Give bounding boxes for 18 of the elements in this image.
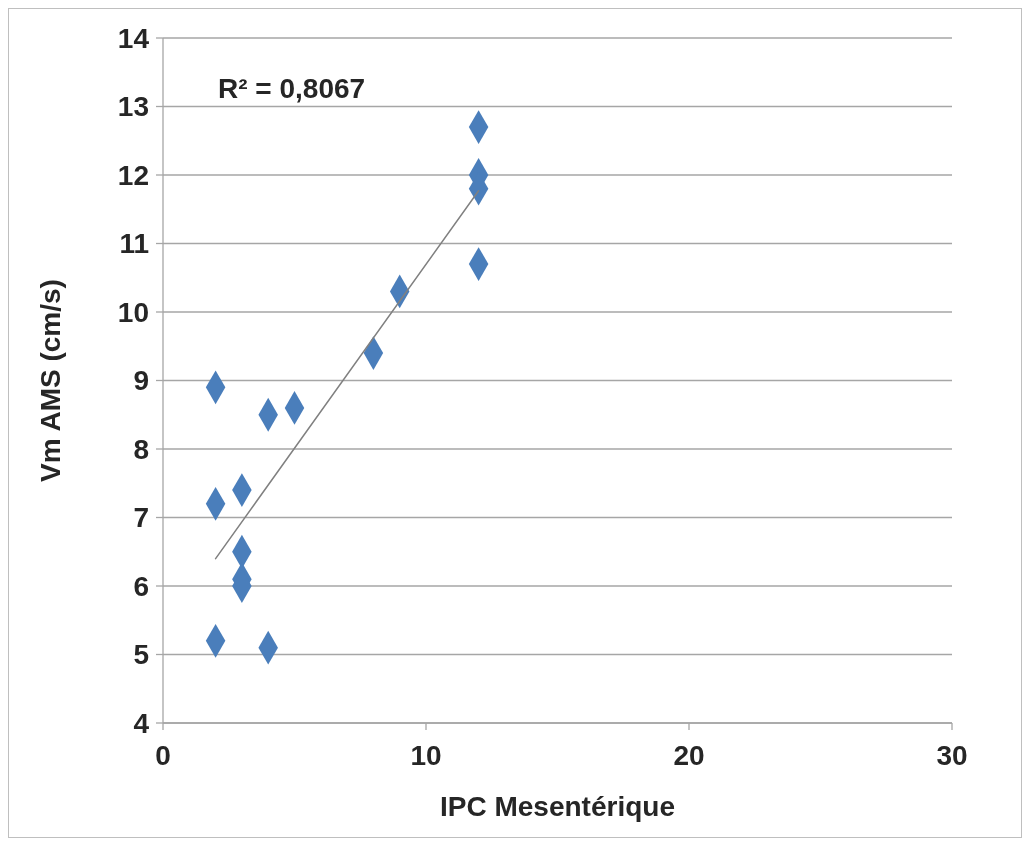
y-tick-label: 10 — [117, 296, 149, 328]
y-tick-label: 5 — [133, 639, 149, 671]
x-tick-label: 10 — [410, 740, 442, 771]
x-axis-title: IPC Mesentérique — [440, 791, 675, 822]
y-tick-label: 14 — [117, 22, 150, 54]
y-axis-title: Vm AMS (cm/s) — [35, 279, 66, 482]
x-tick-label: 0 — [155, 740, 171, 771]
y-tick-label: 4 — [133, 707, 150, 739]
x-tick-label: 20 — [673, 740, 705, 771]
annotation: R² = 0,8067 — [218, 73, 366, 104]
y-tick-label: 11 — [119, 228, 149, 260]
y-tick-label: 8 — [133, 433, 149, 465]
y-tick-label: 7 — [133, 502, 149, 534]
y-tick-label: 12 — [117, 159, 149, 191]
y-tick-label: 6 — [133, 570, 149, 602]
y-tick-label: 13 — [117, 91, 149, 123]
x-tick-label: 30 — [936, 740, 968, 771]
y-tick-label: 9 — [133, 365, 149, 397]
